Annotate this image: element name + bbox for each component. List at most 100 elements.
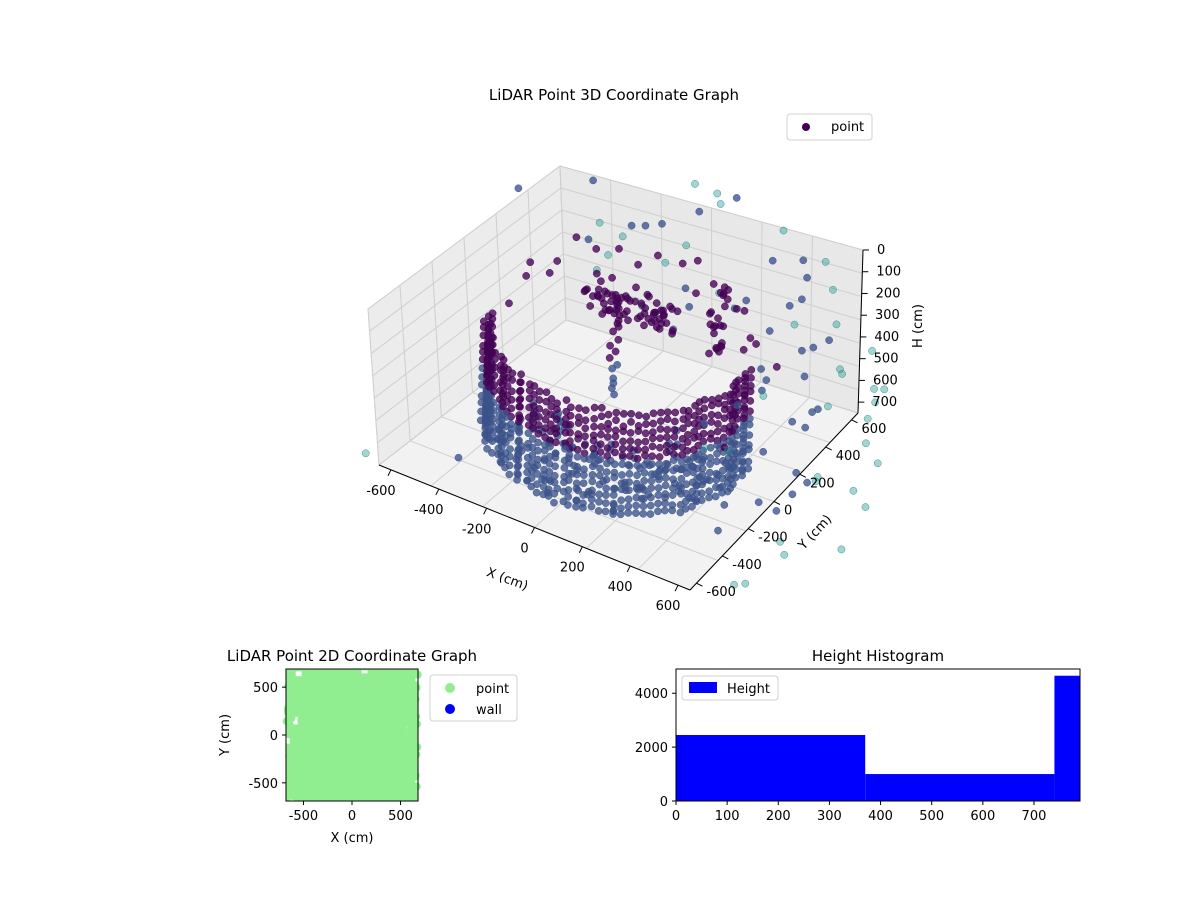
point-3d (562, 396, 571, 404)
point-3d (559, 487, 568, 496)
point-3d (610, 473, 619, 482)
point-3d (681, 504, 690, 513)
point-3d (641, 437, 650, 446)
point-3d (720, 501, 729, 509)
point-3d (632, 501, 641, 510)
point-3d (486, 351, 494, 360)
point-3d (669, 484, 677, 493)
point-3d (732, 305, 741, 313)
z-tick-label-3d: 100 (876, 265, 901, 280)
point-3d (640, 469, 649, 477)
point-2d (403, 713, 412, 722)
x-tick-label-histogram: 600 (970, 809, 995, 824)
point-3d (718, 466, 727, 475)
point-3d (534, 429, 543, 438)
point-2d (410, 765, 419, 774)
point-3d (711, 492, 720, 501)
point-3d (561, 420, 570, 429)
grid-line-left-vertical (559, 165, 567, 321)
point-3d (561, 444, 569, 453)
point-3d (513, 469, 522, 478)
ticks-3d: -600-400-2000200400600-600-400-200020040… (366, 243, 901, 614)
histogram-ticks: 0 100 200 300 400 500 600 700 0 2000 4000 (635, 687, 1046, 824)
point-3d (689, 453, 698, 462)
point-3d (618, 232, 627, 241)
point-3d (705, 493, 713, 502)
x-tick-label-2d: -500 (289, 809, 319, 824)
point-3d (762, 376, 771, 384)
point-3d (626, 297, 634, 305)
point-3d (611, 448, 619, 457)
point-3d (689, 446, 698, 454)
point-3d (626, 452, 634, 460)
point-3d (620, 310, 628, 319)
point-3d (561, 428, 570, 437)
chart-3d-title: LiDAR Point 3D Coordinate Graph (489, 86, 739, 104)
grid-line-left-horizontal (372, 231, 563, 377)
point-3d (670, 426, 679, 434)
point-3d (513, 476, 521, 484)
x-tick-3d (674, 584, 679, 592)
point-3d (617, 496, 626, 505)
chart-2d: LiDAR Point 2D Coordinate Graph -500 0 500… (218, 647, 518, 846)
legend-3d: point (786, 113, 873, 141)
x-tick-label-histogram: 200 (766, 809, 791, 824)
point-3d (695, 207, 704, 216)
point-3d (676, 500, 685, 509)
point-2d (408, 705, 417, 714)
point-3d (597, 403, 606, 412)
point-2d-gap (291, 716, 298, 725)
point-3d (720, 443, 729, 452)
point-3d (768, 256, 777, 265)
point-3d (580, 454, 589, 463)
point-3d (811, 477, 820, 486)
point-3d (677, 474, 686, 483)
point-3d (690, 427, 699, 436)
point-3d (689, 468, 697, 477)
point-3d (595, 480, 604, 489)
point-3d (714, 411, 722, 420)
point-3d (560, 478, 568, 487)
point-3d (542, 397, 551, 406)
point-2d (407, 675, 416, 684)
point-3d (611, 440, 620, 449)
point-3d (792, 468, 801, 477)
point-3d (580, 441, 589, 450)
point-2d (291, 735, 300, 744)
point-3d (528, 435, 537, 443)
point-3d (618, 444, 627, 453)
legend-2d-label-point: point (476, 682, 509, 697)
point-3d (692, 481, 700, 490)
point-3d (678, 450, 687, 459)
point-3d (678, 259, 687, 268)
point-3d (837, 545, 846, 554)
point-3d (515, 396, 524, 404)
point-3d (710, 329, 718, 338)
point-3d (575, 404, 583, 413)
legend-3d-label: point (831, 120, 864, 135)
z-tick-label-3d: 400 (874, 330, 899, 345)
point-3d (798, 295, 806, 304)
point-3d (497, 451, 506, 460)
point-3d (679, 415, 688, 423)
point-3d (602, 475, 611, 484)
point-3d (590, 422, 598, 431)
point-3d (552, 415, 561, 424)
point-3d (524, 444, 532, 452)
point-3d (669, 456, 678, 464)
point-3d (739, 345, 748, 354)
point-3d (633, 454, 642, 463)
y-tick-label-2d: -500 (248, 777, 278, 792)
point-3d (678, 458, 686, 467)
point-3d (608, 384, 616, 393)
point-3d (515, 411, 523, 419)
point-3d (541, 415, 550, 424)
chart-2d-title: LiDAR Point 2D Coordinate Graph (227, 647, 477, 665)
point-3d (861, 503, 870, 511)
point-3d (656, 425, 665, 433)
grid-line-back-horizontal (560, 187, 863, 274)
point-3d (523, 476, 531, 485)
point-3d (676, 508, 685, 517)
point-2d (284, 682, 293, 691)
point-3d (604, 251, 612, 259)
